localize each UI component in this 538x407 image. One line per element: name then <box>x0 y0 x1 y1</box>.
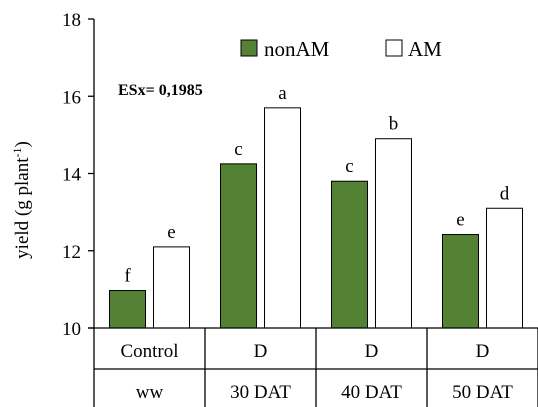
bars-layer <box>109 107 523 329</box>
x-sublabel-3: 50 DAT <box>452 382 513 403</box>
bar-label-nonam-0: f <box>124 266 131 287</box>
bar-am-0 <box>153 246 190 329</box>
bar-am-3 <box>486 207 523 329</box>
legend-swatch-nonam <box>240 39 258 57</box>
bar-nonam-2 <box>331 180 368 329</box>
y-tick-label-1: 12 <box>62 242 81 263</box>
legend-label-am: AM <box>408 37 442 61</box>
bar-label-am-3: d <box>500 183 510 204</box>
legend-label-nonam: nonAM <box>264 37 330 61</box>
legend-swatch-am <box>385 39 403 57</box>
x-sublabel-1: 30 DAT <box>230 382 291 403</box>
bar-nonam-1 <box>220 163 257 329</box>
legend: nonAM AM <box>240 37 442 61</box>
y-tick-label-3: 16 <box>62 87 81 108</box>
bar-label-nonam-2: c <box>345 156 353 177</box>
bar-label-nonam-3: e <box>456 210 464 231</box>
y-tick-label-4: 18 <box>62 10 81 31</box>
x-tick-label-1: D <box>254 341 268 362</box>
bar-label-am-2: b <box>389 114 399 135</box>
y-axis-label-main: yield (g plant <box>12 157 33 259</box>
y-axis-label-sup: -1 <box>10 148 24 158</box>
bar-label-am-1: a <box>278 83 287 104</box>
bar-nonam-0 <box>109 290 146 329</box>
bar-label-am-0: e <box>167 222 175 243</box>
axes-layer: 10 12 14 16 18 Control ww D 30 DAT D 40 DAT D 50 DAT <box>62 10 538 407</box>
x-tick-label-2: D <box>365 341 379 362</box>
bar-label-nonam-1: c <box>234 139 242 160</box>
x-sublabel-0: ww <box>136 382 164 403</box>
labels-layer: f e c a c b e d <box>124 83 509 287</box>
y-axis-label: yield (g plant-1) <box>10 141 33 259</box>
esx-annotation: ESx= 0,1985 <box>118 82 203 99</box>
y-axis-label-end: ) <box>12 141 33 147</box>
bar-nonam-3 <box>442 234 479 329</box>
x-tick-label-0: Control <box>120 341 178 362</box>
y-tick-label-2: 14 <box>62 165 82 186</box>
bar-am-1 <box>264 107 301 329</box>
bar-am-2 <box>375 138 412 329</box>
x-tick-label-3: D <box>476 341 490 362</box>
y-tick-label-0: 10 <box>62 319 81 340</box>
x-sublabel-2: 40 DAT <box>341 382 402 403</box>
